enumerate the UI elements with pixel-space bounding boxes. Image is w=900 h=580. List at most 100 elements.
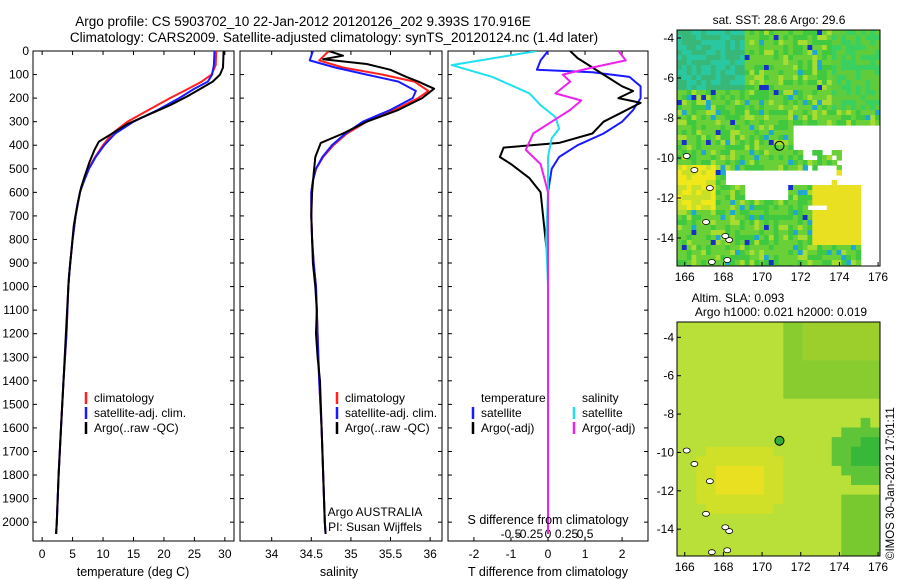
map-cell (764, 210, 770, 216)
map-cell (725, 130, 731, 136)
map-cell (778, 45, 784, 51)
map-cell (831, 533, 842, 544)
map-x-tick-label: 168 (713, 560, 733, 574)
map-cell (739, 250, 746, 256)
map-cell (807, 235, 813, 241)
map-cell (870, 542, 880, 553)
map-cell (701, 225, 707, 231)
map-cell (773, 85, 780, 91)
map-cell (749, 160, 755, 166)
map-cell (686, 408, 697, 419)
map-cell (807, 70, 813, 76)
map-cell (710, 55, 717, 61)
map-cell (696, 195, 702, 201)
map-cell (744, 85, 751, 91)
map-cell (735, 205, 741, 211)
map-cell (812, 225, 818, 231)
map-cell (788, 190, 794, 196)
map-cell (778, 35, 784, 41)
map-cell (836, 230, 842, 236)
map-cell (701, 230, 707, 236)
map-cell (725, 105, 731, 111)
map-cell (725, 360, 736, 371)
map-cell (706, 341, 717, 352)
map-cell (870, 523, 880, 534)
map-cell (812, 504, 823, 515)
map-cell (754, 465, 765, 477)
map-cell (691, 200, 697, 206)
map-cell (696, 85, 702, 91)
map-cell (677, 225, 683, 231)
map-cell (865, 95, 871, 101)
map-cell (817, 250, 823, 256)
map-cell (793, 100, 799, 106)
map-cell (754, 408, 765, 419)
map-cell (793, 331, 804, 342)
map-cell (831, 40, 838, 46)
map-cell (865, 70, 871, 76)
map-cell (773, 100, 780, 106)
map-cell (841, 65, 847, 71)
map-cell (735, 240, 741, 246)
map-cell (860, 95, 867, 101)
map-cell (715, 70, 722, 76)
map-cell (802, 417, 813, 429)
map-cell (793, 85, 799, 91)
map-cell (865, 35, 871, 41)
map-cell (802, 190, 809, 196)
map-cell (788, 95, 794, 101)
map-cell (851, 115, 857, 121)
map-cell (759, 90, 765, 96)
map-cell (759, 240, 765, 246)
map-cell (788, 55, 794, 61)
map-cell (735, 370, 746, 381)
map-cell (715, 200, 722, 206)
map-cell (706, 130, 712, 136)
map-cell (768, 75, 775, 81)
map-cell (744, 341, 755, 352)
map-cell (783, 225, 789, 231)
map-cell (841, 220, 847, 226)
y-tick-label: 100 (9, 68, 29, 82)
map-cell (681, 30, 688, 36)
map-cell (831, 115, 838, 121)
map-cell (802, 30, 809, 36)
map-cell (759, 55, 765, 61)
map-cell (812, 370, 823, 381)
map-cell (706, 105, 712, 111)
map-cell (822, 195, 828, 201)
map-cell (706, 100, 712, 106)
map-cell (841, 235, 847, 241)
map-cell (768, 40, 775, 46)
map-cell (696, 240, 702, 246)
map-cell (706, 331, 717, 342)
map-cell (691, 220, 697, 226)
map-cell (773, 165, 780, 171)
map-cell (773, 120, 780, 126)
map-cell (749, 30, 755, 36)
map-cell (822, 75, 828, 81)
map-cell (754, 145, 760, 151)
map-cell (764, 40, 770, 46)
map-cell (696, 485, 707, 496)
map-cell (720, 100, 726, 106)
map-cell (706, 446, 717, 457)
map-cell (822, 80, 828, 86)
map-cell (744, 533, 755, 544)
map-cell (720, 140, 726, 146)
map-cell (783, 155, 789, 161)
map-cell (739, 190, 746, 196)
map-cell (730, 215, 736, 221)
map-cell (855, 35, 862, 41)
map-cell (701, 120, 707, 126)
map-cell (822, 45, 828, 51)
map-cell (715, 205, 722, 211)
map-cell (865, 55, 871, 61)
map-cell (855, 235, 862, 241)
map-cell (841, 350, 852, 361)
map-cell (749, 225, 755, 231)
map-cell (768, 215, 775, 221)
map-cell (725, 90, 731, 96)
map-cell (754, 260, 760, 266)
map-cell (773, 60, 780, 66)
